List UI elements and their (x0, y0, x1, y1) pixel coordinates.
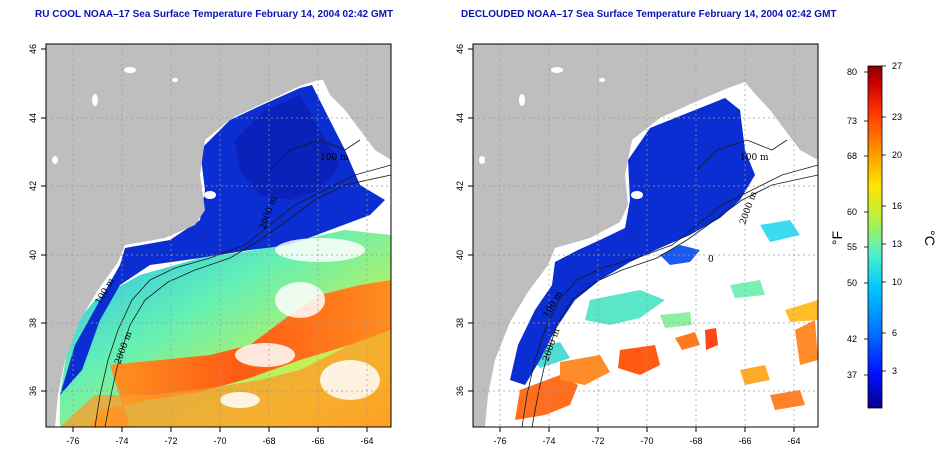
left-map-nova-scotia (322, 60, 391, 160)
left-map-title: RU COOL NOAA–17 Sea Surface Temperature … (35, 9, 394, 20)
x-tick-label: -74 (115, 436, 128, 446)
y-tick-label: 36 (28, 386, 38, 396)
right-map-title: DECLOUDED NOAA–17 Sea Surface Temperatur… (461, 9, 837, 20)
left-map-cloud-speckle (220, 238, 380, 408)
fahrenheit-unit-label: °F (829, 231, 845, 245)
x-tick-label: -74 (542, 436, 555, 446)
fahrenheit-tick-label: 68 (847, 151, 857, 161)
left-map-graticule (46, 44, 391, 427)
right-map-cold-shelf-water (510, 98, 755, 385)
x-tick-label: -76 (493, 436, 506, 446)
celsius-tick-label: 16 (892, 201, 902, 211)
fahrenheit-tick-label: 60 (847, 207, 857, 217)
right-map-lakes (479, 67, 643, 199)
left-map-gulf-of-maine (235, 95, 340, 200)
left-map (46, 44, 391, 427)
celsius-tick-label: 13 (892, 239, 902, 249)
right-map-land (473, 44, 818, 427)
left-map-lakes (52, 67, 216, 199)
y-tick-label: 44 (28, 113, 38, 123)
celsius-tick-label: 20 (892, 150, 902, 160)
right-map-contours (521, 139, 818, 427)
colorbar-gradient (867, 65, 883, 409)
celsius-tick-label: 3 (892, 366, 897, 376)
x-tick-label: -70 (640, 436, 653, 446)
left-map-frame (45, 43, 392, 428)
fahrenheit-tick-label: 55 (847, 242, 857, 252)
fahrenheit-tick-label: 50 (847, 278, 857, 288)
colorbar-fahrenheit-ticks: 80 73 68 60 55 50 42 37 (847, 67, 857, 380)
colorbar-celsius-ticks: 27 23 20 16 13 10 6 3 (892, 61, 902, 376)
left-map-warm-south (60, 330, 391, 427)
y-tick-label: 42 (28, 181, 38, 191)
right-map-frame (472, 43, 819, 428)
left-map-x-ticks: -76 -74 -72 -70 -68 -66 -64 (66, 436, 373, 446)
right-map-nova-scotia (745, 60, 818, 160)
celsius-tick-label: 27 (892, 61, 902, 71)
left-map-tick-marks (41, 48, 368, 432)
x-tick-label: -66 (311, 436, 324, 446)
right-map-y-ticks: 36 38 40 42 44 46 (455, 44, 465, 396)
celsius-tick-label: 23 (892, 112, 902, 122)
x-tick-label: -72 (591, 436, 604, 446)
fahrenheit-tick-label: 73 (847, 116, 857, 126)
y-tick-label: 40 (28, 250, 38, 260)
x-tick-label: -72 (164, 436, 177, 446)
right-contour-label: 0 (708, 255, 714, 265)
x-tick-label: -68 (262, 436, 275, 446)
x-tick-label: -64 (787, 436, 800, 446)
x-tick-label: -66 (738, 436, 751, 446)
y-tick-label: 46 (28, 44, 38, 54)
celsius-unit-label: °C (922, 230, 938, 246)
fahrenheit-tick-label: 37 (847, 370, 857, 380)
y-tick-label: 44 (455, 113, 465, 123)
colorbar-tick-marks (864, 65, 886, 376)
x-tick-label: -70 (213, 436, 226, 446)
y-tick-label: 36 (455, 386, 465, 396)
left-map-land (46, 44, 391, 427)
x-tick-label: -76 (66, 436, 79, 446)
fahrenheit-tick-label: 80 (847, 67, 857, 77)
x-tick-label: -68 (689, 436, 702, 446)
celsius-tick-label: 6 (892, 328, 897, 338)
left-contour-label: 100 m (320, 153, 349, 163)
right-contour-label: 100 m (740, 153, 769, 163)
y-tick-label: 38 (455, 318, 465, 328)
fahrenheit-tick-label: 42 (847, 334, 857, 344)
left-map-y-ticks: 36 38 40 42 44 46 (28, 44, 38, 396)
x-tick-label: -64 (360, 436, 373, 446)
y-tick-label: 40 (455, 250, 465, 260)
right-map-warm-patches (515, 300, 818, 420)
celsius-tick-label: 10 (892, 277, 902, 287)
colorbar: 80 73 68 60 55 50 42 37 27 23 20 16 13 1… (829, 61, 938, 409)
right-map-mid-patches (525, 220, 800, 368)
right-map-tick-marks (468, 48, 795, 432)
right-map-x-ticks: -76 -74 -72 -70 -68 -66 -64 (493, 436, 800, 446)
y-tick-label: 42 (455, 181, 465, 191)
right-map (473, 44, 818, 427)
y-tick-label: 46 (455, 44, 465, 54)
left-map-contours (94, 139, 391, 427)
right-map-graticule (473, 44, 818, 427)
y-tick-label: 38 (28, 318, 38, 328)
